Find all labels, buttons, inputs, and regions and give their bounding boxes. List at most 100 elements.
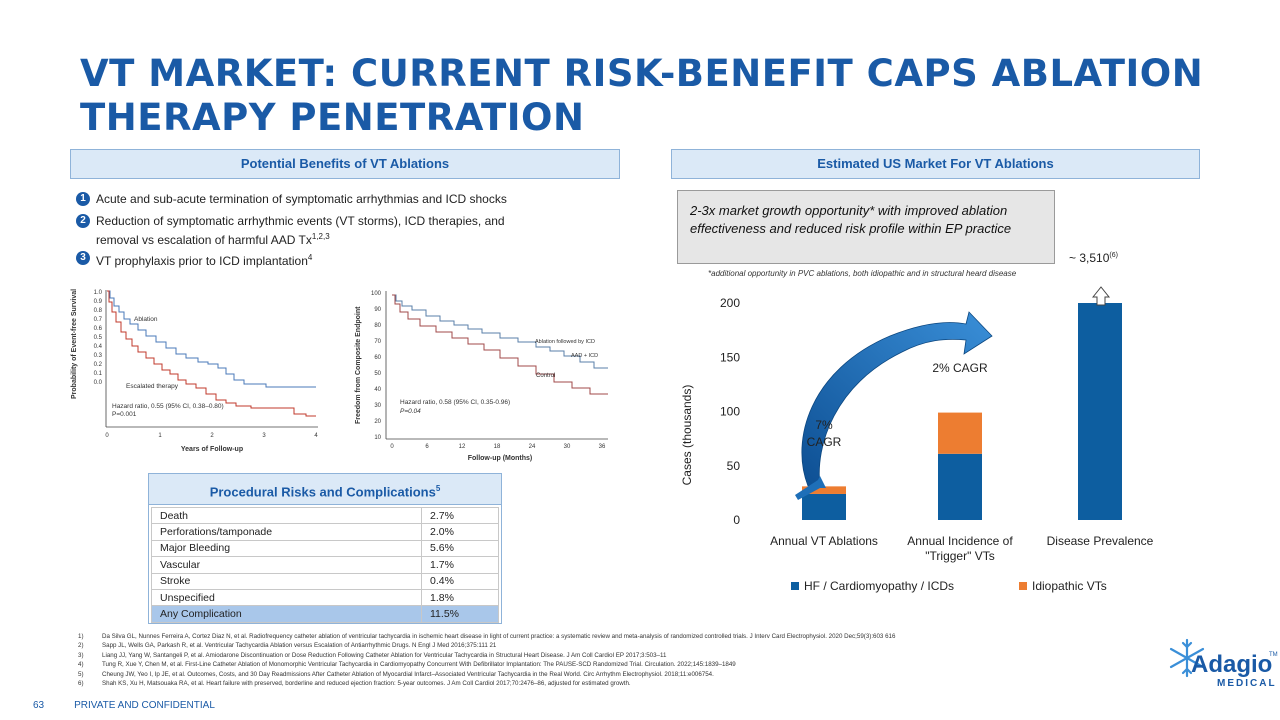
risk-label: Major Bleeding (151, 539, 422, 558)
y-tick: 100 (371, 291, 382, 297)
risk-label: Perforations/tamponade (151, 523, 422, 541)
table-row: Vascular 1.7% (151, 556, 499, 574)
market-header: Estimated US Market For VT Ablations (671, 149, 1200, 179)
reference-item: 3) Liang JJ, Yang W, Santangeli P, et al.… (78, 651, 667, 659)
y-tick: 0.6 (94, 326, 103, 332)
benefit-text: Reduction of symptomatic arrhythmic even… (96, 214, 505, 247)
table-row: Perforations/tamponade 2.0% (151, 523, 499, 541)
legend-label: HF / Cardiomyopathy / ICDs (804, 579, 954, 593)
reference-item: 4) Tung R, Xue Y, Chen M, et al. First-Li… (78, 661, 736, 669)
benefits-header: Potential Benefits of VT Ablations (70, 149, 620, 179)
y-tick: 10 (374, 435, 381, 441)
risk-table-title: Procedural Risks and Complications5 (149, 474, 501, 505)
up-arrow-icon (1091, 286, 1111, 306)
cagr-label: CAGR (807, 435, 842, 449)
km-plot-ablation-vs-escalated: Probability of Event-free Survival 1.0 0… (71, 289, 318, 453)
y-tick: 50 (374, 371, 381, 377)
category-label: Annual VT Ablations (770, 534, 878, 548)
number-badge: 3 (76, 251, 90, 265)
growth-callout: 2-3x market growth opportunity* with imp… (677, 190, 1055, 264)
references: 1) Da Silva GL, Nunnes Ferreira A, Cortez… (78, 632, 1178, 688)
risk-label: Stroke (151, 572, 422, 590)
y-tick: 20 (374, 419, 381, 425)
km-plot-composite-endpoint: Freedom from Composite Endpoint 100 90 8… (355, 291, 608, 462)
legend-swatch-idiopathic (1019, 582, 1027, 590)
number-badge: 1 (76, 192, 90, 206)
control-curve (392, 294, 608, 395)
reference-item: 6) Shah KS, Xu H, Matsouaka RA, et al. He… (78, 680, 631, 688)
y-tick-label: 100 (720, 405, 740, 419)
category-label: "Trigger" VTs (925, 549, 994, 563)
category-label: Annual Incidence of (907, 534, 1013, 548)
x-axis-title: Years of Follow-up (181, 446, 243, 453)
table-row: Death 2.7% (151, 506, 499, 525)
table-row: Major Bleeding 5.6% (151, 539, 499, 558)
bar-hf-2 (1078, 303, 1122, 520)
risk-label: Any Complication (151, 605, 422, 623)
y-tick: 0.8 (94, 308, 103, 314)
benefit-item-2: 2 Reduction of symptomatic arrhythmic ev… (76, 213, 546, 248)
y-tick: 0.2 (94, 362, 103, 368)
reference-item: 1) Da Silva GL, Nunnes Ferreira A, Cortez… (78, 633, 896, 640)
p-value: P=0.04 (400, 408, 421, 415)
cagr-label: 2% CAGR (932, 361, 988, 375)
y-tick: 60 (374, 355, 381, 361)
logo-sub: MEDICAL (1217, 678, 1277, 689)
p-value: P=0.001 (112, 411, 137, 418)
curve-label: Escalated therapy (126, 383, 179, 390)
confidential-label: PRIVATE AND CONFIDENTIAL (74, 700, 215, 711)
benefit-text: VT prophylaxis prior to ICD implantation (96, 254, 308, 268)
y-tick: 0.9 (94, 299, 103, 305)
bar-hf-0 (802, 493, 846, 520)
market-bar-chart: 0 50 100 150 200 Annual VT Ablations Annual I… (680, 251, 1154, 593)
x-tick: 0 (390, 444, 394, 450)
risk-value: 2.7% (421, 506, 499, 525)
y-tick: 40 (374, 387, 381, 393)
y-tick-label: 50 (727, 459, 741, 473)
ablation-curve (107, 290, 316, 388)
table-row: Stroke 0.4% (151, 572, 499, 590)
page-title: VT MARKET: CURRENT RISK-BENEFIT CAPS ABL… (80, 52, 1204, 139)
y-tick: 0.3 (94, 353, 103, 359)
callout-footnote: *additional opportunity in PVC ablations… (708, 269, 1017, 278)
x-tick: 18 (494, 444, 501, 450)
bar-hf-1 (938, 453, 982, 520)
y-tick: 0.4 (94, 344, 103, 350)
y-tick: 1.0 (94, 290, 103, 296)
citation-sup: 4 (307, 253, 313, 262)
y-tick: 90 (374, 307, 381, 313)
x-tick: 1 (158, 433, 162, 439)
x-tick: 6 (425, 444, 429, 450)
curve-label: AAD + ICD (571, 353, 598, 359)
x-tick: 12 (459, 444, 466, 450)
y-axis-title: Cases (thousands) (680, 385, 694, 486)
y-tick: 70 (374, 339, 381, 345)
risk-label: Death (151, 506, 422, 525)
hazard-ratio: Hazard ratio, 0.58 (95% CI, 0.35-0.96) (400, 399, 510, 406)
small-growth-arrow-icon (795, 476, 826, 500)
growth-arrow-icon (801, 311, 993, 487)
reference-item: 5) Cheung JW, Yeo I, Ip JE, et al. Outcom… (78, 670, 714, 678)
curve-label: Control (536, 373, 555, 379)
citation-sup: 1,2,3 (311, 232, 330, 241)
x-tick: 30 (564, 444, 571, 450)
y-tick-label: 150 (720, 350, 740, 364)
table-row-total: Any Complication 11.5% (151, 605, 499, 623)
number-badge: 2 (76, 214, 90, 228)
curve-label: Ablation followed by ICD (535, 339, 595, 345)
legend-label: Idiopathic VTs (1032, 579, 1107, 593)
x-tick: 36 (599, 444, 606, 450)
benefit-item-3: 3 VT prophylaxis prior to ICD implantati… (76, 250, 576, 269)
bar-idiopathic-0 (802, 486, 846, 494)
y-tick: 30 (374, 403, 381, 409)
risk-table: Death 2.7% Perforations/tamponade 2.0% Maj… (151, 506, 499, 623)
table-row: Unspecified 1.8% (151, 588, 499, 607)
risk-value: 1.8% (421, 588, 499, 607)
ablation-icd-curve (392, 294, 608, 369)
risk-value: 11.5% (421, 605, 499, 623)
snowflake-icon (1169, 638, 1205, 678)
y-tick: 0.1 (94, 371, 103, 377)
x-tick: 4 (314, 433, 318, 439)
y-tick: 0.0 (94, 380, 103, 386)
x-tick: 24 (529, 444, 536, 450)
